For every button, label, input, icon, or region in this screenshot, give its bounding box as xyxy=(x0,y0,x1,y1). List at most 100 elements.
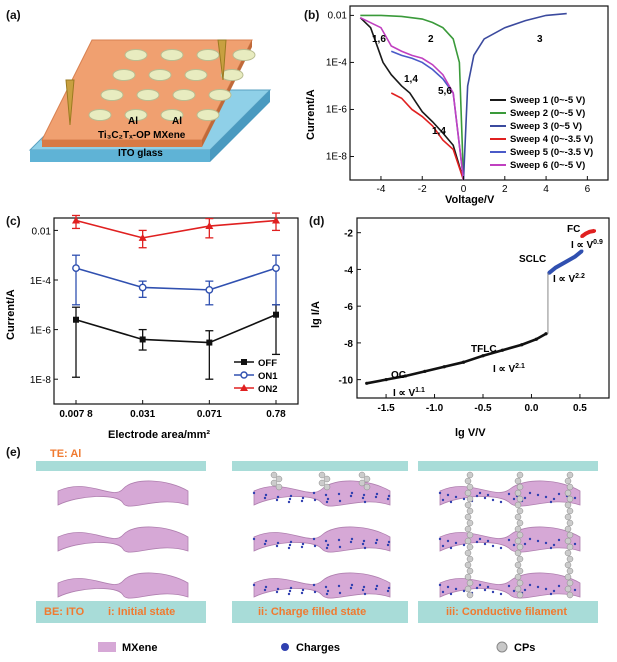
x-tick-label: -0.5 xyxy=(474,403,492,414)
cp-filament xyxy=(514,537,522,545)
charge-dot xyxy=(252,491,256,495)
legend-entry: ON1 xyxy=(258,371,278,382)
charge-dot xyxy=(478,583,482,587)
charge-dot xyxy=(350,537,354,541)
charge-dot xyxy=(483,588,487,592)
data-point xyxy=(442,365,446,369)
cp-cluster xyxy=(318,471,326,479)
charge-dot xyxy=(312,537,316,541)
al-dot xyxy=(196,109,220,121)
x-tick-label: -2 xyxy=(418,184,427,195)
charge-dot xyxy=(375,538,379,542)
x-axis-label: Voltage/V xyxy=(445,194,495,206)
charge-dot xyxy=(287,500,291,504)
x-tick-label: 0.007 8 xyxy=(59,409,93,420)
charge-dot xyxy=(362,585,366,589)
al-dot xyxy=(100,89,124,101)
charge-dot xyxy=(462,543,466,547)
x-tick-label: 0.78 xyxy=(266,409,286,420)
region-fc: FC xyxy=(567,224,580,235)
charge-dot xyxy=(507,584,511,588)
fit-sclc: I ∝ V2.2 xyxy=(553,273,585,285)
charge-dot xyxy=(276,587,280,591)
charge-dot xyxy=(324,493,328,497)
legend-entry: Sweep 3 (0~5 V) xyxy=(510,121,582,132)
fit-fc: I ∝ V0.9 xyxy=(571,239,603,251)
y-tick-label: 1E-4 xyxy=(326,57,348,68)
charge-dot xyxy=(325,500,329,504)
charge-dot xyxy=(326,589,330,593)
panel-c: (c) 0.007 8 0.031 0.071 0.78 0.01 1E-4 1E-6 1E-… xyxy=(0,210,305,445)
charge-dot xyxy=(288,543,292,547)
annotation-2: 2 xyxy=(428,34,434,45)
charge-dot xyxy=(276,541,280,545)
al-label-1: Al xyxy=(128,116,138,127)
al-dot xyxy=(148,69,172,81)
charge-dot xyxy=(549,546,553,550)
charge-dot xyxy=(289,494,293,498)
series-line-oc xyxy=(366,360,464,385)
charge-dot xyxy=(287,592,291,596)
x-tick-label: 0.071 xyxy=(197,409,222,420)
cp-filament xyxy=(566,591,574,599)
series-line-off xyxy=(75,313,277,344)
charge-dot xyxy=(313,544,317,548)
annotation-5-6: 5,6 xyxy=(438,86,452,97)
x-tick-label: 6 xyxy=(585,184,591,195)
al-dot xyxy=(184,69,208,81)
cp-filament xyxy=(564,549,572,557)
x-tick-label: 0.5 xyxy=(573,403,587,414)
data-point xyxy=(462,360,466,364)
y-tick-label: -4 xyxy=(344,265,353,276)
charge-dot xyxy=(552,589,556,593)
al-dot xyxy=(136,89,160,101)
data-point xyxy=(563,260,567,264)
al-dot xyxy=(220,69,244,81)
series-line-sweep-1 xyxy=(359,17,465,181)
cp-filament xyxy=(464,561,472,569)
charge-dot xyxy=(313,498,317,502)
data-point xyxy=(138,233,147,241)
charge-dot xyxy=(523,542,527,546)
top-electrode xyxy=(418,461,598,471)
charge-dot xyxy=(313,590,317,594)
iv-sweep-chart: -4 -2 0 2 4 6 0.01 1E-4 1E-6 1E-8 Voltage/V Curre… xyxy=(305,5,609,206)
charge-dot xyxy=(338,499,342,503)
x-tick-label: 2 xyxy=(502,184,508,195)
charge-dot xyxy=(523,496,527,500)
cp-filament xyxy=(466,471,474,479)
data-point xyxy=(73,316,79,323)
charge-dot xyxy=(350,583,354,587)
fit-tflc: I ∝ V2.1 xyxy=(493,363,525,375)
x-tick-label: 4 xyxy=(543,184,549,195)
charge-dot xyxy=(441,498,445,502)
y-tick-label: 0.01 xyxy=(328,10,348,21)
charge-dot xyxy=(324,585,328,589)
y-tick-label: 1E-6 xyxy=(30,326,52,337)
charge-dot xyxy=(573,496,577,500)
cp-filament xyxy=(566,495,574,503)
series-line-on2 xyxy=(75,219,277,239)
charge-dot xyxy=(374,587,378,591)
charge-dot xyxy=(491,544,495,548)
panel-b-label: (b) xyxy=(304,8,320,22)
cp-cluster xyxy=(270,471,278,479)
cp-filament xyxy=(466,567,474,575)
series-line-sweep-2 xyxy=(360,14,465,181)
cp-cluster xyxy=(323,483,331,491)
cp-filament xyxy=(514,561,522,569)
cp-filament xyxy=(514,525,522,533)
charge-dot xyxy=(454,587,458,591)
data-point xyxy=(384,378,388,382)
x-axis-label: Electrode area/mm² xyxy=(108,429,210,441)
mxene-layer xyxy=(57,526,189,553)
charge-dot xyxy=(528,583,532,587)
data-point xyxy=(588,230,592,234)
al-dot xyxy=(232,49,256,61)
legend-entry: Sweep 2 (0~-5 V) xyxy=(510,108,585,119)
charge-dot xyxy=(337,584,341,588)
legend-entry: ON2 xyxy=(258,384,278,395)
data-point xyxy=(205,222,214,230)
cp-filament xyxy=(464,501,472,509)
charge-dot xyxy=(263,542,267,546)
